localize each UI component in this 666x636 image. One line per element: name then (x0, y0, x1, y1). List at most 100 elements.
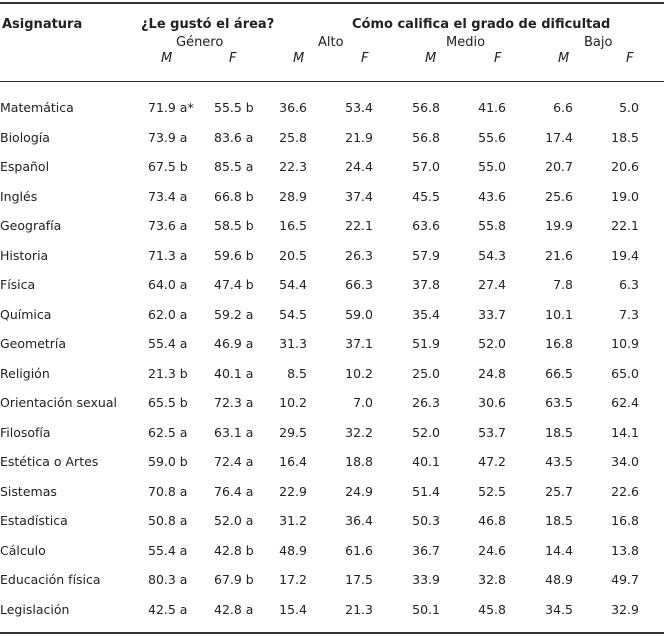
cell-medium-m: 36.7 (412, 542, 440, 558)
cell-low-m: 63.5 (545, 395, 573, 410)
cell-high-m: 31.2 (279, 513, 307, 528)
cell-low-f: 14.1 (611, 424, 639, 440)
header-medium-f: F (494, 51, 502, 66)
cell-high-f: 61.6 (345, 542, 373, 558)
cell-liked-m: 42.5 a (148, 601, 188, 617)
cell-medium-m: 56.8 (412, 129, 440, 145)
cell-liked-f: 40.1 a (214, 365, 254, 381)
cell-low-f: 34.0 (611, 454, 639, 469)
cell-low-m: 7.8 (553, 277, 573, 292)
cell-high-m: 16.5 (279, 218, 307, 233)
header-high: Alto (318, 35, 344, 50)
cell-liked-m: 62.5 a (148, 424, 188, 440)
cell-medium-f: 54.3 (478, 247, 506, 263)
cell-medium-f: 52.0 (478, 336, 506, 351)
cell-high-m: 17.2 (279, 572, 307, 587)
cell-liked-f: 85.5 a (214, 159, 254, 174)
cell-low-f: 49.7 (611, 572, 639, 587)
cell-liked-m: 65.5 b (148, 395, 188, 410)
bottom-rule (0, 632, 664, 634)
table-row: Estadística 50.8 a 52.0 a 31.2 36.4 50.3 46.8 1… (0, 513, 664, 533)
cell-liked-f: 59.6 b (214, 247, 254, 263)
cell-low-f: 16.8 (611, 513, 639, 528)
cell-high-m: 22.3 (279, 159, 307, 174)
cell-low-m: 43.5 (545, 454, 573, 469)
cell-low-f: 32.9 (611, 601, 639, 617)
cell-high-f: 37.4 (345, 188, 373, 204)
cell-medium-m: 33.9 (412, 572, 440, 587)
cell-medium-f: 55.6 (478, 129, 506, 145)
table-row: Sistemas 70.8 a 76.4 a 22.9 24.9 51.4 52.5 25.7… (0, 484, 664, 504)
cell-subject: Historia (0, 247, 49, 263)
cell-high-f: 22.1 (345, 218, 373, 233)
header-difficulty: Cómo califica el grado de dificultad (352, 17, 611, 32)
cell-high-m: 16.4 (279, 454, 307, 469)
cell-high-m: 25.8 (279, 129, 307, 145)
cell-low-f: 22.6 (611, 483, 639, 499)
cell-subject: Biología (0, 129, 50, 145)
cell-high-f: 36.4 (345, 513, 373, 528)
cell-medium-m: 26.3 (412, 395, 440, 410)
cell-low-f: 62.4 (611, 395, 639, 410)
cell-subject: Orientación sexual (0, 395, 117, 410)
cell-medium-f: 30.6 (478, 395, 506, 410)
cell-medium-f: 55.0 (478, 159, 506, 174)
cell-subject: Estética o Artes (0, 454, 99, 469)
cell-low-f: 22.1 (611, 218, 639, 233)
cell-medium-f: 46.8 (478, 513, 506, 528)
cell-low-m: 14.4 (545, 542, 573, 558)
cell-high-m: 31.3 (279, 336, 307, 351)
table-row: Educación física 80.3 a 67.9 b 17.2 17.5 33.9… (0, 572, 664, 592)
cell-subject: Religión (0, 365, 50, 381)
cell-liked-m: 55.4 a (148, 542, 188, 558)
cell-liked-m: 73.4 a (148, 188, 188, 204)
cell-low-f: 7.3 (619, 306, 639, 322)
cell-medium-m: 35.4 (412, 306, 440, 322)
header-gender: Género (176, 35, 224, 50)
cell-medium-f: 41.6 (478, 100, 506, 115)
cell-high-m: 36.6 (279, 100, 307, 115)
cell-low-f: 5.0 (619, 100, 639, 115)
cell-low-m: 18.5 (545, 424, 573, 440)
cell-subject: Estadística (0, 513, 68, 528)
cell-medium-f: 32.8 (478, 572, 506, 587)
cell-liked-m: 55.4 a (148, 336, 188, 351)
cell-low-m: 16.8 (545, 336, 573, 351)
cell-medium-m: 25.0 (412, 365, 440, 381)
cell-subject: Física (0, 277, 36, 292)
cell-high-m: 29.5 (279, 424, 307, 440)
cell-medium-f: 45.8 (478, 601, 506, 617)
cell-low-m: 25.6 (545, 188, 573, 204)
cell-subject: Cálculo (0, 542, 46, 558)
table-row: Física 64.0 a 47.4 b 54.4 66.3 37.8 27.4 7.8 6.3 (0, 277, 664, 297)
cell-subject: Filosofía (0, 424, 51, 440)
cell-subject: Sistemas (0, 483, 57, 499)
cell-subject: Geometría (0, 336, 67, 351)
cell-low-m: 25.7 (545, 483, 573, 499)
cell-low-m: 6.6 (553, 100, 573, 115)
cell-liked-f: 63.1 a (214, 424, 254, 440)
cell-subject: Inglés (0, 188, 38, 204)
cell-low-m: 66.5 (545, 365, 573, 381)
cell-medium-m: 45.5 (412, 188, 440, 204)
cell-low-f: 65.0 (611, 365, 639, 381)
top-rule (0, 2, 664, 4)
table-row: Matemática 71.9 a* 55.5 b 36.6 53.4 56.8 41.6 6… (0, 100, 664, 120)
cell-high-m: 48.9 (279, 542, 307, 558)
table-row: Filosofía 62.5 a 63.1 a 29.5 32.2 52.0 53.7 18.… (0, 425, 664, 445)
cell-high-m: 15.4 (279, 601, 307, 617)
cell-subject: Legislación (0, 601, 70, 617)
header-medium-m: M (425, 51, 437, 66)
table-row: Historia 71.3 a 59.6 b 20.5 26.3 57.9 54.3 21.6… (0, 248, 664, 268)
cell-subject: Español (0, 159, 50, 174)
cell-liked-f: 72.4 a (214, 454, 254, 469)
cell-liked-m: 64.0 a (148, 277, 188, 292)
cell-liked-m: 73.6 a (148, 218, 188, 233)
cell-liked-f: 52.0 a (214, 513, 254, 528)
header-medium: Medio (446, 35, 486, 50)
cell-liked-f: 76.4 a (214, 483, 254, 499)
cell-high-f: 32.2 (345, 424, 373, 440)
cell-liked-m: 50.8 a (148, 513, 188, 528)
cell-low-f: 6.3 (619, 277, 639, 292)
cell-liked-m: 71.3 a (148, 247, 188, 263)
